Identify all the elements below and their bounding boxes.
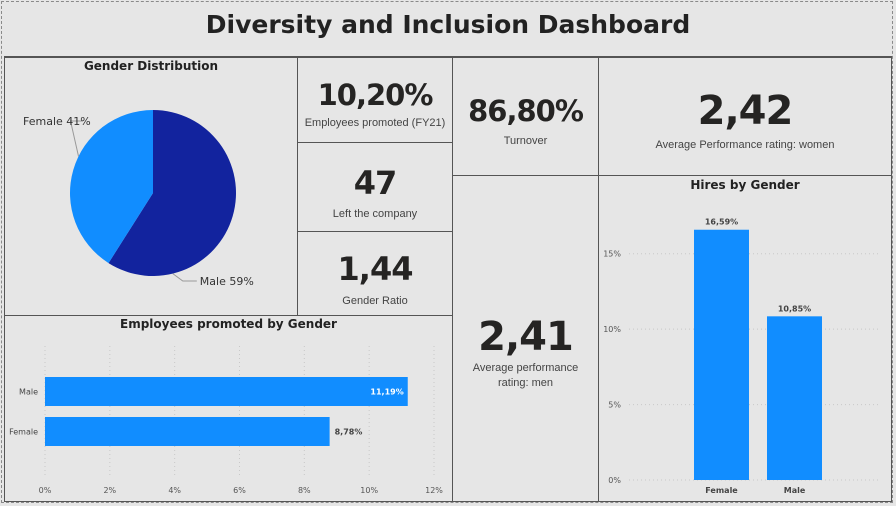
pie-label-female: Female 41% xyxy=(23,115,91,128)
kpi-turnover[interactable]: 86,80% Turnover xyxy=(452,57,599,176)
kpi-value: 1,44 xyxy=(337,250,414,288)
kpi-label: Employees promoted (FY21) xyxy=(304,117,446,129)
kpi-performance-women[interactable]: 2,42 Average Performance rating: women xyxy=(598,57,892,176)
kpi-gender-ratio[interactable]: 1,44 Gender Ratio xyxy=(297,231,453,316)
kpi-value: 2,42 xyxy=(697,88,794,134)
kpi-performance-men[interactable]: 2,41 Average performance rating: men xyxy=(452,175,599,502)
x-tick-label: 0% xyxy=(39,486,52,495)
kpi-value: 47 xyxy=(353,164,398,202)
bar-male xyxy=(767,316,822,480)
y-tick-label: 15% xyxy=(603,250,621,259)
x-tick-label: 12% xyxy=(425,486,443,495)
leader-line-male xyxy=(172,273,197,282)
chart-title: Gender Distribution xyxy=(83,59,219,73)
data-label: 10,85% xyxy=(778,304,811,313)
hires-by-gender-panel[interactable]: Hires by Gender 0% 5% 10% 15% 16,59% Female 10… xyxy=(598,175,892,502)
x-tick-label: 6% xyxy=(233,486,246,495)
data-label: 16,59% xyxy=(705,218,738,227)
leader-line-female xyxy=(69,120,83,157)
category-label: Female xyxy=(9,428,38,437)
x-tick-label: 2% xyxy=(103,486,116,495)
pie-slice-male xyxy=(108,110,236,276)
promoted-by-gender-panel[interactable]: Employees promoted by Gender 0% 2% 4% 6% 8% 1… xyxy=(4,315,453,502)
kpi-label: Average Performance rating: women xyxy=(655,139,835,151)
pie-label-male: Male 59% xyxy=(200,275,254,288)
y-tick-label: 10% xyxy=(603,325,621,334)
kpi-value: 2,41 xyxy=(478,314,574,360)
gender-distribution-pie[interactable]: Female 41% Male 59% xyxy=(5,58,296,314)
bar-female xyxy=(45,417,330,446)
category-label: Female xyxy=(705,486,738,495)
kpi-employees-promoted[interactable]: 10,20% Employees promoted (FY21) xyxy=(297,57,453,143)
x-tick-label: 4% xyxy=(168,486,181,495)
kpi-label: Left the company xyxy=(332,208,418,220)
kpi-label-line1: Average performance xyxy=(472,362,579,374)
hires-by-gender-bar-chart[interactable]: 0% 5% 10% 15% 16,59% Female 10,85% Male xyxy=(599,176,890,500)
data-label: 8,78% xyxy=(335,428,363,437)
chart-title: Hires by Gender xyxy=(690,178,800,192)
chart-title: Employees promoted by Gender xyxy=(120,317,337,331)
y-tick-label: 5% xyxy=(608,401,621,410)
category-label: Male xyxy=(784,486,806,495)
x-tick-label: 10% xyxy=(360,486,378,495)
promoted-by-gender-bar-chart[interactable]: 0% 2% 4% 6% 8% 10% 12% Male 11,19% Female 8,78% xyxy=(5,316,451,500)
data-label: 11,19% xyxy=(370,388,403,397)
pie-slice-female xyxy=(69,109,153,264)
kpi-value: 10,20% xyxy=(317,78,434,112)
kpi-left-company[interactable]: 47 Left the company xyxy=(297,142,453,232)
category-label: Male xyxy=(19,388,38,397)
bar-female xyxy=(694,229,749,480)
x-tick-label: 8% xyxy=(298,486,311,495)
dashboard-title: Diversity and Inclusion Dashboard xyxy=(205,10,691,39)
bar-male xyxy=(45,377,408,406)
kpi-label: Gender Ratio xyxy=(342,295,408,307)
y-tick-label: 0% xyxy=(608,476,621,485)
gender-distribution-panel[interactable]: Gender Distribution Female 41% Male 59% xyxy=(4,57,298,316)
kpi-label: Turnover xyxy=(503,135,548,147)
kpi-label-line2: rating: men xyxy=(497,377,554,389)
kpi-value: 86,80% xyxy=(468,94,584,128)
